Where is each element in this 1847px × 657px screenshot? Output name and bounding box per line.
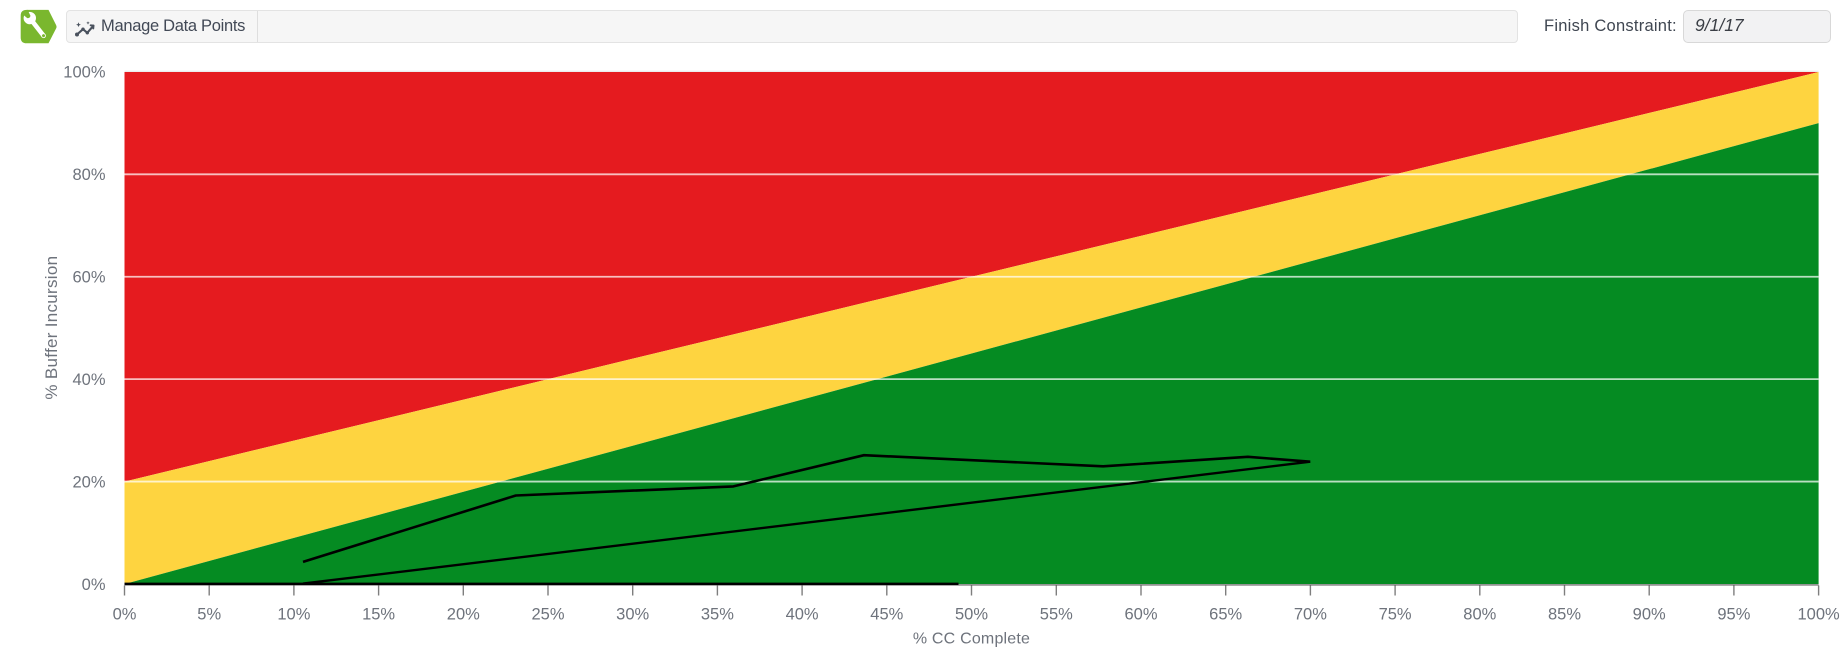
svg-text:0%: 0%	[113, 606, 137, 624]
svg-text:60%: 60%	[72, 269, 105, 287]
svg-text:90%: 90%	[1633, 606, 1666, 624]
svg-text:100%: 100%	[63, 64, 106, 82]
svg-text:75%: 75%	[1379, 606, 1412, 624]
svg-text:70%: 70%	[1294, 606, 1327, 624]
svg-text:35%: 35%	[701, 606, 734, 624]
svg-text:85%: 85%	[1548, 606, 1581, 624]
svg-text:60%: 60%	[1124, 606, 1157, 624]
svg-text:50%: 50%	[955, 606, 988, 624]
svg-text:45%: 45%	[870, 606, 903, 624]
svg-text:80%: 80%	[72, 166, 105, 184]
svg-text:% CC Complete: % CC Complete	[913, 631, 1030, 648]
svg-text:30%: 30%	[616, 606, 649, 624]
svg-text:25%: 25%	[531, 606, 564, 624]
svg-text:20%: 20%	[447, 606, 480, 624]
svg-text:5%: 5%	[197, 606, 221, 624]
svg-text:40%: 40%	[786, 606, 819, 624]
svg-text:% Buffer Incursion: % Buffer Incursion	[42, 256, 61, 400]
svg-text:100%: 100%	[1797, 606, 1840, 624]
svg-text:40%: 40%	[72, 371, 105, 389]
svg-text:55%: 55%	[1040, 606, 1073, 624]
svg-text:20%: 20%	[72, 473, 105, 491]
svg-text:0%: 0%	[82, 576, 106, 594]
svg-text:65%: 65%	[1209, 606, 1242, 624]
svg-text:80%: 80%	[1463, 606, 1496, 624]
svg-text:10%: 10%	[277, 606, 310, 624]
svg-text:95%: 95%	[1717, 606, 1750, 624]
svg-text:15%: 15%	[362, 606, 395, 624]
